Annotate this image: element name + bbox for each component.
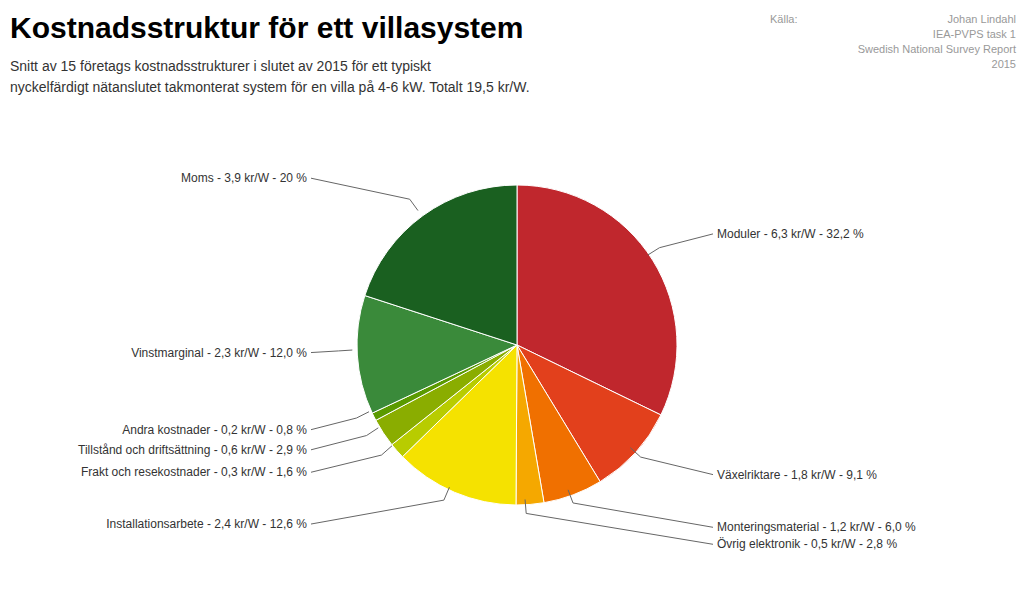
svg-text:Tillstånd och driftsättning -: Tillstånd och driftsättning - 0,6 kr/W -… [78, 443, 307, 457]
svg-text:Moms - 3,9 kr/W - 20 %: Moms - 3,9 kr/W - 20 % [181, 171, 307, 185]
svg-text:Moduler - 6,3 kr/W - 32,2 %: Moduler - 6,3 kr/W - 32,2 % [717, 227, 864, 241]
html-text:Johan Lindahl IEA-PVPS task 1: Johan Lindahl IEA-PVPS task 1 Swedish Na… [857, 13, 1016, 70]
svg-text:Monteringsmaterial - 1,2 kr/W: Monteringsmaterial - 1,2 kr/W - 6,0 % [717, 520, 916, 534]
html-text:Källa:: Källa: [770, 13, 798, 25]
svg-text:Frakt och resekostnader - 0,3: Frakt och resekostnader - 0,3 kr/W - 1,6… [81, 465, 307, 479]
html-text:Snitt av 15 företags kostnadss: Snitt av 15 företags kostnadsstrukturer … [10, 58, 530, 95]
svg-text:Vinstmarginal - 2,3 kr/W - 12,: Vinstmarginal - 2,3 kr/W - 12,0 % [131, 346, 307, 360]
svg-text:Växelriktare - 1,8 kr/W - 9,1: Växelriktare - 1,8 kr/W - 9,1 % [717, 468, 877, 482]
html-text:Kostnadsstruktur för ett villa: Kostnadsstruktur för ett villasystem [10, 11, 524, 44]
svg-text:Installationsarbete - 2,4 kr/W: Installationsarbete - 2,4 kr/W - 12,6 % [106, 517, 307, 531]
svg-text:Andra kostnader - 0,2 kr/W - 0: Andra kostnader - 0,2 kr/W - 0,8 % [122, 423, 307, 437]
svg-text:Övrig elektronik - 0,5 kr/W -: Övrig elektronik - 0,5 kr/W - 2,8 % [717, 537, 897, 551]
